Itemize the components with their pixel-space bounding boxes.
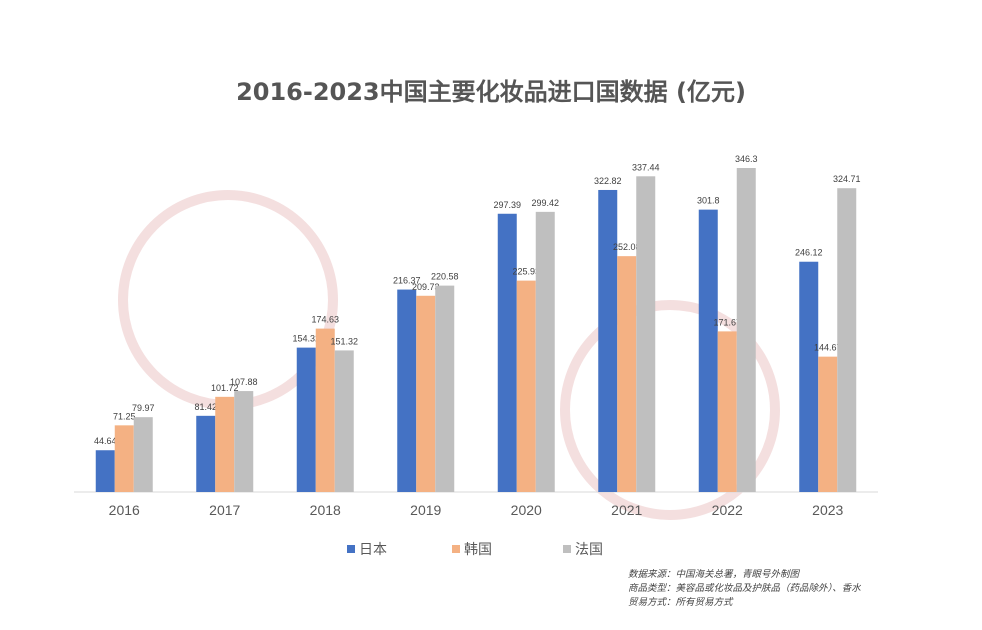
x-tick-label: 2020 bbox=[511, 502, 542, 518]
bar-法国-2023 bbox=[837, 188, 857, 492]
data-label: 81.42 bbox=[194, 402, 217, 412]
note-source: 数据来源：中国海关总署，青眼号外制图 bbox=[628, 569, 800, 580]
bar-日本-2017 bbox=[196, 415, 216, 492]
data-label: 171.67 bbox=[713, 317, 741, 327]
data-label: 79.97 bbox=[132, 403, 155, 413]
x-tick-label: 2023 bbox=[812, 502, 843, 518]
legend-label: 日本 bbox=[359, 542, 387, 558]
bar-日本-2023 bbox=[799, 261, 819, 492]
data-label: 322.82 bbox=[594, 176, 622, 186]
bar-日本-2022 bbox=[698, 209, 718, 493]
bar-韩国-2019 bbox=[416, 295, 436, 492]
bar-日本-2016 bbox=[95, 450, 115, 492]
x-tick-label: 2016 bbox=[109, 502, 140, 518]
note-trade: 贸易方式：所有贸易方式 bbox=[628, 597, 733, 608]
bar-韩国-2016 bbox=[114, 425, 134, 492]
data-label: 324.71 bbox=[833, 174, 861, 184]
legend-label: 法国 bbox=[575, 542, 603, 558]
data-label: 154.32 bbox=[292, 334, 320, 344]
data-label: 225.93 bbox=[512, 267, 540, 277]
source-notes: 数据来源：中国海关总署，青眼号外制图 商品类型：美容品或化妆品及护肤品（药品除外… bbox=[628, 568, 861, 610]
data-label: 174.63 bbox=[311, 315, 339, 325]
data-label: 209.73 bbox=[412, 282, 440, 292]
legend-swatch-法国 bbox=[563, 545, 571, 553]
x-tick-label: 2019 bbox=[410, 502, 441, 518]
data-label: 299.42 bbox=[531, 198, 559, 208]
bar-法国-2016 bbox=[133, 417, 153, 492]
x-tick-label: 2022 bbox=[712, 502, 743, 518]
bar-法国-2020 bbox=[535, 211, 555, 493]
bar-韩国-2018 bbox=[315, 328, 335, 492]
bar-日本-2018 bbox=[296, 347, 316, 492]
bar-日本-2021 bbox=[598, 189, 618, 492]
data-label: 337.44 bbox=[632, 162, 660, 172]
bar-日本-2019 bbox=[397, 289, 417, 492]
data-label: 44.64 bbox=[94, 436, 117, 446]
data-label: 216.37 bbox=[393, 276, 421, 286]
bar-韩国-2017 bbox=[215, 396, 235, 492]
data-label: 71.25 bbox=[113, 411, 136, 421]
chart-title: 2016-2023中国主要化妆品进口国数据 (亿元) bbox=[236, 78, 746, 106]
data-label: 144.67 bbox=[814, 343, 842, 353]
bar-法国-2018 bbox=[334, 350, 354, 492]
bar-韩国-2023 bbox=[818, 356, 838, 492]
data-label: 297.39 bbox=[493, 200, 521, 210]
data-label: 151.32 bbox=[330, 336, 358, 346]
bar-法国-2017 bbox=[234, 391, 254, 492]
data-label: 301.8 bbox=[697, 196, 720, 206]
bar-法国-2019 bbox=[435, 285, 455, 492]
bar-韩国-2020 bbox=[516, 280, 536, 492]
x-tick-label: 2017 bbox=[209, 502, 240, 518]
data-label: 107.88 bbox=[230, 377, 258, 387]
bar-法国-2022 bbox=[736, 168, 756, 492]
bar-韩国-2021 bbox=[617, 256, 637, 492]
x-tick-label: 2018 bbox=[310, 502, 341, 518]
legend-swatch-日本 bbox=[347, 545, 355, 553]
x-tick-label: 2021 bbox=[611, 502, 642, 518]
data-label: 346.3 bbox=[735, 154, 758, 164]
legend-label: 韩国 bbox=[464, 542, 492, 558]
data-label: 220.58 bbox=[431, 272, 459, 282]
bar-法国-2021 bbox=[636, 176, 656, 492]
data-label: 252.08 bbox=[613, 242, 641, 252]
legend-swatch-韩国 bbox=[452, 545, 460, 553]
bar-日本-2020 bbox=[497, 213, 517, 492]
data-label: 101.72 bbox=[211, 383, 239, 393]
data-label: 246.12 bbox=[795, 248, 823, 258]
note-category: 商品类型：美容品或化妆品及护肤品（药品除外）、香水 bbox=[628, 583, 861, 594]
bar-韩国-2022 bbox=[717, 331, 737, 492]
